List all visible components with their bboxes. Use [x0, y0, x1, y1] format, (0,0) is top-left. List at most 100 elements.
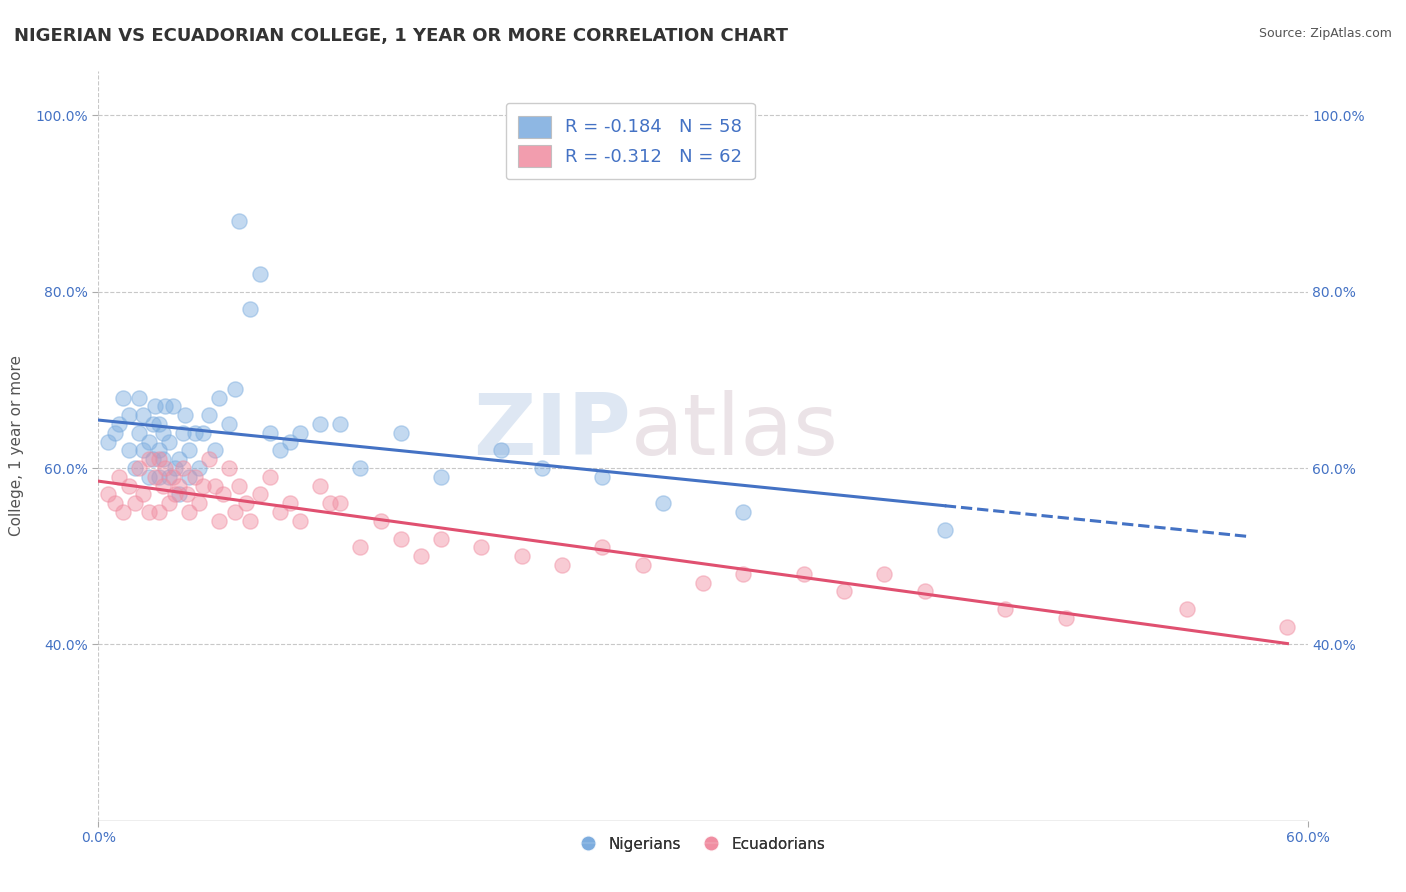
Point: [184, 470, 207, 484]
Point: [132, 487, 155, 501]
Point: [97, 434, 120, 449]
Point: [218, 461, 240, 475]
Point: [1277, 620, 1299, 634]
Text: NIGERIAN VS ECUADORIAN COLLEGE, 1 YEAR OR MORE CORRELATION CHART: NIGERIAN VS ECUADORIAN COLLEGE, 1 YEAR O…: [14, 27, 787, 45]
Point: [179, 443, 201, 458]
Point: [551, 558, 574, 572]
Point: [470, 541, 492, 555]
Point: [235, 496, 257, 510]
Point: [1054, 611, 1077, 625]
Point: [97, 487, 120, 501]
Point: [188, 496, 211, 510]
Point: [249, 267, 271, 281]
Point: [329, 496, 352, 510]
Point: [389, 532, 412, 546]
Point: [259, 425, 281, 440]
Point: [733, 566, 755, 581]
Point: [288, 425, 311, 440]
Point: [530, 461, 553, 475]
Point: [142, 417, 165, 431]
Point: [228, 478, 250, 492]
Point: [389, 425, 412, 440]
Point: [179, 505, 201, 519]
Point: [143, 470, 166, 484]
Point: [143, 400, 166, 414]
Point: [148, 470, 170, 484]
Point: [319, 496, 342, 510]
Point: [269, 505, 291, 519]
Point: [107, 417, 129, 431]
Point: [148, 417, 170, 431]
Text: atlas: atlas: [630, 390, 838, 473]
Point: [163, 461, 186, 475]
Point: [430, 470, 453, 484]
Point: [793, 566, 815, 581]
Point: [249, 487, 271, 501]
Point: [591, 470, 613, 484]
Point: [128, 391, 150, 405]
Point: [118, 408, 141, 422]
Point: [152, 452, 174, 467]
Point: [124, 496, 146, 510]
Point: [218, 417, 240, 431]
Point: [208, 391, 231, 405]
Point: [153, 461, 176, 475]
Point: [163, 487, 186, 501]
Point: [152, 478, 174, 492]
Point: [193, 425, 215, 440]
Point: [148, 452, 170, 467]
Point: [208, 514, 231, 528]
Point: [132, 443, 155, 458]
Legend: Nigerians, Ecuadorians: Nigerians, Ecuadorians: [575, 830, 831, 858]
Point: [914, 584, 936, 599]
Point: [107, 470, 129, 484]
Point: [148, 443, 170, 458]
Point: [138, 434, 160, 449]
Point: [162, 400, 184, 414]
Point: [193, 478, 215, 492]
Point: [212, 487, 235, 501]
Point: [188, 461, 211, 475]
Point: [309, 417, 332, 431]
Point: [934, 523, 956, 537]
Text: Source: ZipAtlas.com: Source: ZipAtlas.com: [1258, 27, 1392, 40]
Point: [591, 541, 613, 555]
Point: [651, 496, 673, 510]
Point: [157, 434, 180, 449]
Point: [174, 408, 197, 422]
Point: [132, 408, 155, 422]
Point: [692, 575, 714, 590]
Point: [124, 461, 146, 475]
Point: [167, 478, 190, 492]
Point: [198, 452, 221, 467]
Point: [491, 443, 513, 458]
Point: [278, 434, 301, 449]
Point: [153, 400, 176, 414]
Point: [228, 214, 250, 228]
Point: [176, 487, 198, 501]
Point: [103, 496, 125, 510]
Point: [118, 478, 141, 492]
Point: [128, 425, 150, 440]
Point: [329, 417, 352, 431]
Point: [204, 443, 226, 458]
Point: [162, 470, 184, 484]
Point: [994, 602, 1017, 616]
Point: [349, 541, 371, 555]
Point: [142, 452, 165, 467]
Point: [733, 505, 755, 519]
Point: [430, 532, 453, 546]
Point: [204, 478, 226, 492]
Point: [103, 425, 125, 440]
Point: [259, 470, 281, 484]
Point: [128, 461, 150, 475]
Point: [510, 549, 533, 564]
Point: [148, 505, 170, 519]
Point: [288, 514, 311, 528]
Point: [631, 558, 654, 572]
Point: [198, 408, 221, 422]
Point: [278, 496, 301, 510]
Point: [138, 470, 160, 484]
Text: ZIP: ZIP: [472, 390, 630, 473]
Point: [157, 496, 180, 510]
